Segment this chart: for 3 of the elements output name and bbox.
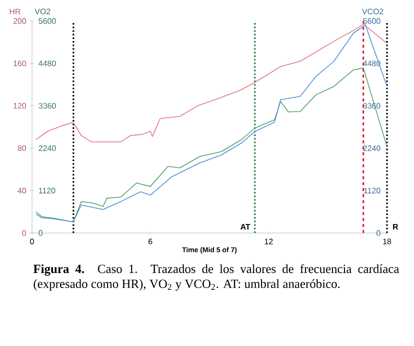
text: Figura 4. Caso 1. Trazados de los valores de frecuencia cardíaca (expresado como HR), VO$_{2}$ y VCO$_{2}$. AT: umbral anaeróbico.: [33, 264, 400, 291]
line-series: [36, 24, 388, 222]
line-series: [36, 68, 388, 222]
